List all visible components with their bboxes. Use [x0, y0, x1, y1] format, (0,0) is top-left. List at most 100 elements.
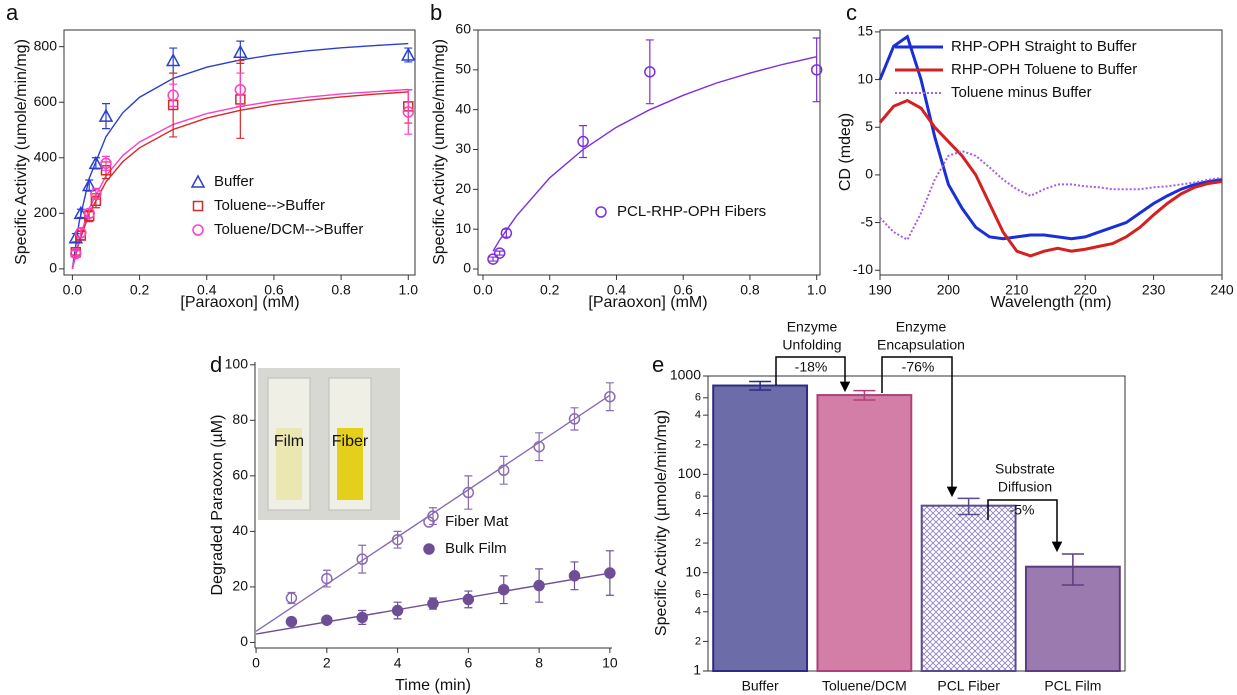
error-bar [853, 389, 876, 401]
x-tick-label: 230 [1142, 282, 1166, 298]
marker [533, 440, 545, 453]
x-tick-label: 0.4 [607, 282, 627, 298]
annotation-label: -18% [795, 359, 828, 375]
legend-marker [595, 206, 607, 218]
y-tick-label: 30 [455, 140, 471, 156]
marker [427, 597, 439, 610]
x-axis-label: Time (min) [395, 677, 471, 694]
fit-line [492, 56, 817, 252]
marker [644, 66, 656, 78]
x-tick-label: PCL Film [1044, 678, 1101, 694]
annotation-text: Unfolding [782, 337, 841, 353]
marker [568, 570, 581, 582]
marker [568, 413, 581, 425]
y-tick-label: 20 [232, 578, 248, 594]
legend-label: Toluene minus Buffer [951, 84, 1092, 101]
marker [100, 157, 112, 170]
marker [577, 135, 589, 148]
y-tick-label: 800 [34, 37, 58, 53]
inset-label: Fiber [332, 433, 369, 450]
x-tick-label: 0.6 [673, 282, 693, 298]
legend-label: PCL-RHP-OPH Fibers [617, 203, 766, 220]
y-tick-label: 20 [455, 180, 471, 196]
annotation-label: -76% [902, 359, 935, 375]
annotation-text: Enzyme [896, 319, 947, 335]
y-axis-label: Specific Activity (µmole/min/mg) [653, 410, 670, 636]
marker [356, 611, 368, 624]
plot-frame [879, 29, 1223, 276]
error-bar [236, 72, 245, 107]
y-tick-label: 4 [695, 409, 701, 421]
y-tick-label: 60 [232, 467, 248, 483]
x-tick-label: 0.4 [197, 282, 217, 298]
x-tick-label: 190 [868, 282, 892, 298]
error-bar [957, 497, 980, 516]
marker [167, 89, 179, 102]
bar [712, 384, 809, 672]
marker [233, 44, 248, 58]
marker [604, 567, 616, 579]
error-bar [579, 125, 588, 159]
marker [402, 106, 415, 118]
marker [462, 486, 475, 499]
marker [391, 533, 404, 546]
x-tick-label: Toluene/DCM [822, 678, 907, 694]
x-tick-label: 0.0 [63, 282, 83, 298]
inset-label: Film [274, 433, 304, 450]
legend-label: Fiber Mat [445, 513, 509, 530]
marker [285, 615, 298, 628]
marker [81, 177, 97, 192]
x-tick-label: Buffer [742, 678, 779, 694]
panel-label: e [652, 352, 664, 377]
marker [391, 604, 404, 617]
marker [500, 227, 513, 239]
y-tick-label: 15 [857, 23, 873, 39]
data-line [879, 150, 1223, 242]
x-tick-label: 4 [394, 655, 402, 671]
marker [401, 47, 416, 61]
x-tick-label: 0.2 [130, 282, 150, 298]
x-tick-label: 0.8 [331, 282, 351, 298]
y-tick-label: 1 [693, 662, 701, 678]
marker [533, 579, 545, 592]
marker [75, 227, 87, 239]
y-tick-label: 60 [455, 21, 471, 37]
marker [90, 188, 102, 200]
y-tick-label: 6 [695, 392, 701, 404]
error-bar [101, 103, 110, 130]
x-tick-label: 6 [464, 655, 472, 671]
y-axis-label: Specific Activity (umole/min/mg) [431, 39, 448, 265]
error-bar [495, 250, 504, 256]
plot-frame [63, 29, 416, 276]
inset-photo: Film Fiber [258, 368, 400, 520]
error-bar [489, 256, 498, 262]
x-tick-label: 10 [602, 655, 618, 671]
error-bar [71, 250, 80, 257]
y-tick-label: 2 [695, 635, 701, 647]
bar [816, 394, 913, 672]
y-tick-label: 400 [34, 148, 58, 164]
legend-marker [192, 200, 204, 212]
error-bar [749, 380, 772, 391]
x-axis-label: [Paraoxon] (mM) [588, 294, 707, 311]
error-bar [535, 432, 544, 462]
y-tick-label: 40 [232, 522, 248, 538]
y-tick-label: 6 [695, 490, 701, 502]
x-tick-label: 220 [1074, 282, 1098, 298]
x-tick-label: 200 [937, 282, 961, 298]
error-bar [404, 89, 413, 135]
y-tick-label: 5 [865, 118, 873, 134]
error-bar [76, 208, 85, 219]
y-tick-label: 2 [695, 537, 701, 549]
y-tick-label: 10 [455, 220, 471, 236]
annotation-label: -5% [1010, 502, 1035, 518]
marker [83, 207, 95, 220]
marker [427, 510, 439, 522]
x-tick-label: 1.0 [807, 282, 827, 298]
fit-line [71, 42, 409, 269]
marker [285, 592, 298, 604]
error-bar [645, 39, 654, 105]
y-tick-label: 0 [49, 260, 57, 276]
legend-marker [423, 516, 435, 528]
